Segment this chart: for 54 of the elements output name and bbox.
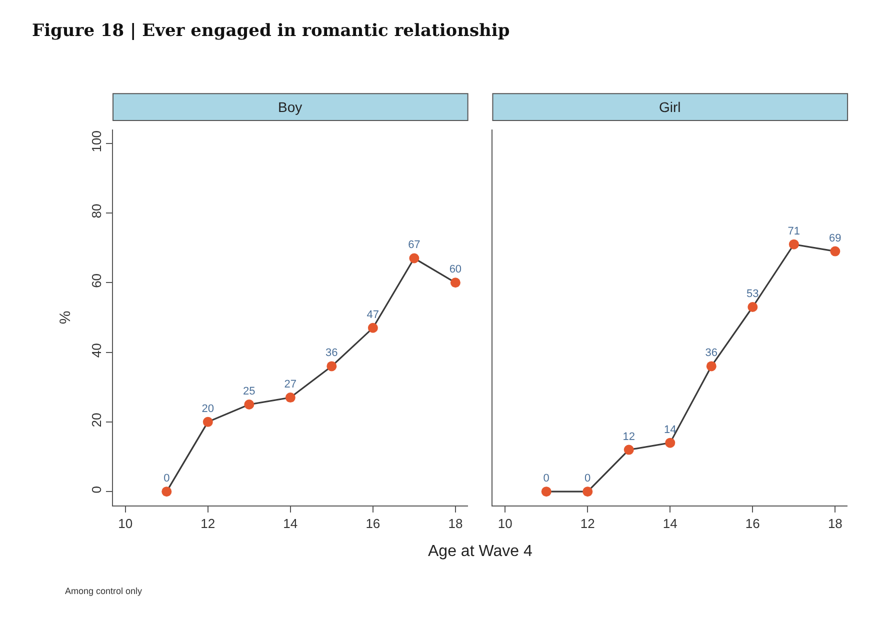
- y-tick-label: 100: [88, 130, 104, 152]
- data-label: 36: [326, 347, 338, 360]
- point: [541, 486, 552, 497]
- point: [624, 444, 634, 455]
- point: [582, 486, 593, 497]
- data-label: 12: [622, 430, 635, 443]
- chart-subtitle: Boy: [278, 99, 302, 115]
- x-tick-label: 12: [580, 516, 595, 532]
- y-tick-label: 20: [88, 412, 104, 428]
- x-tick-label: 14: [662, 516, 678, 532]
- point: [202, 416, 213, 427]
- y-axis-title: %: [57, 310, 74, 324]
- y-tick-label: 80: [88, 204, 104, 218]
- x-axis-title: Age at Wave 4: [428, 543, 532, 560]
- data-label: 25: [243, 386, 256, 398]
- data-label: 60: [449, 264, 462, 276]
- data-label: 20: [202, 402, 214, 415]
- x-tick-label: 12: [200, 516, 216, 532]
- point: [788, 239, 799, 250]
- data-label: 27: [284, 378, 297, 391]
- x-tick-label: 18: [448, 516, 463, 532]
- data-label: 14: [664, 424, 676, 436]
- point: [706, 361, 716, 372]
- point: [665, 438, 676, 448]
- data-label: 0: [584, 472, 591, 485]
- chart-subtitle: Girl: [659, 99, 681, 115]
- data-label: 53: [746, 288, 759, 300]
- x-tick-label: 10: [118, 516, 133, 532]
- data-label: 67: [408, 239, 420, 252]
- data-label: 0: [164, 472, 170, 485]
- chart-title: Figure 18 | Ever engaged in romantic relationship: [32, 21, 510, 41]
- data-label: 71: [788, 225, 800, 238]
- y-tick-label: 0: [88, 486, 104, 494]
- x-tick-label: 16: [745, 516, 760, 532]
- point: [326, 361, 337, 372]
- point: [830, 246, 840, 256]
- x-tick-label: 14: [283, 516, 298, 532]
- y-tick-label: 40: [88, 343, 104, 358]
- data-label: 36: [705, 347, 718, 360]
- point: [368, 322, 378, 333]
- x-tick-label: 16: [366, 516, 380, 532]
- point: [244, 400, 254, 410]
- text: Among control only: [65, 586, 143, 596]
- point: [748, 302, 758, 312]
- x-tick-label: 18: [828, 516, 842, 532]
- data-label: 69: [829, 232, 842, 244]
- x-tick-label: 10: [498, 516, 512, 532]
- data-label: 47: [366, 308, 380, 321]
- data-label: 0: [543, 472, 550, 485]
- point: [450, 278, 460, 288]
- point: [409, 253, 420, 264]
- point: [162, 486, 172, 497]
- point: [285, 392, 296, 403]
- y-tick-label: 60: [88, 273, 104, 288]
